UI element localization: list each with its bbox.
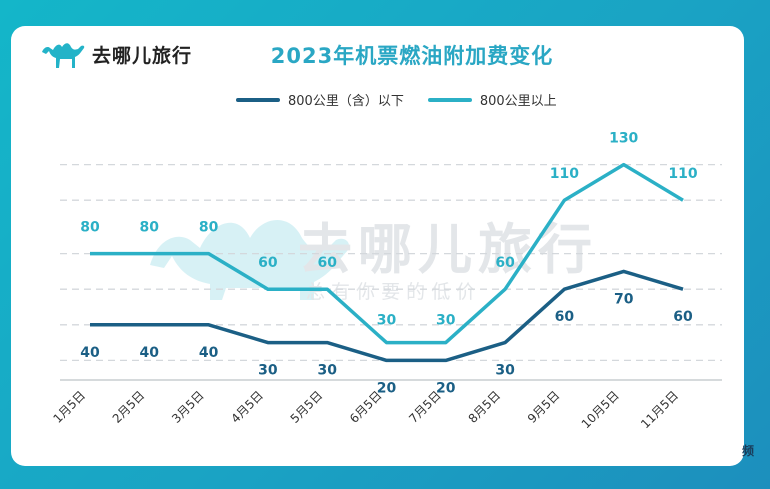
- data-label-series-2-6: 30: [377, 313, 397, 329]
- corner-text: 频: [742, 444, 755, 458]
- data-label-series-1-1: 40: [80, 345, 100, 361]
- x-tick-label-2: 2月5日: [110, 388, 148, 426]
- x-tick-label-7: 7月5日: [406, 388, 444, 426]
- data-label-series-1-11: 60: [673, 309, 693, 325]
- legend-swatch-series-1: [236, 97, 280, 102]
- data-label-series-1-9: 60: [555, 309, 575, 325]
- data-label-series-1-10: 70: [614, 291, 634, 307]
- x-tick-label-8: 8月5日: [466, 388, 504, 426]
- camel-icon: [42, 43, 85, 68]
- data-label-series-2-11: 110: [668, 166, 697, 182]
- legend-label-series-1: 800公里（含）以下: [288, 94, 404, 109]
- x-tick-label-10: 10月5日: [579, 388, 622, 431]
- data-label-series-2-7: 30: [436, 313, 456, 329]
- brand-name: 去哪儿旅行: [92, 44, 193, 67]
- data-label-series-1-7: 20: [436, 380, 456, 396]
- watermark-name: 去哪儿旅行: [298, 218, 598, 281]
- legend-label-series-2: 800公里以上: [479, 94, 557, 109]
- data-label-series-2-5: 60: [317, 255, 337, 271]
- data-label-series-1-8: 30: [495, 363, 515, 379]
- watermark-camel-icon: [150, 219, 350, 300]
- watermark: 去哪儿旅行 总 有 你 要 的 低 价: [150, 218, 598, 303]
- chart-title: 2023年机票燃油附加费变化: [270, 44, 554, 68]
- chart-legend: 800公里（含）以下 800公里以上: [236, 90, 557, 109]
- x-tick-label-1: 1月5日: [50, 388, 88, 426]
- x-tick-label-5: 5月5日: [288, 388, 326, 426]
- data-label-series-1-3: 40: [199, 345, 219, 361]
- data-label-series-2-2: 80: [140, 220, 160, 236]
- data-label-series-1-6: 20: [377, 380, 397, 396]
- data-label-series-2-10: 130: [609, 131, 638, 147]
- x-tick-label-6: 6月5日: [347, 388, 385, 426]
- legend-swatch-series-2: [427, 97, 472, 102]
- legend-item-series-2: 800公里以上: [427, 90, 557, 109]
- legend-item-series-1: 800公里（含）以下: [236, 90, 404, 109]
- chart-card: [11, 26, 744, 466]
- data-label-series-2-9: 110: [550, 166, 579, 182]
- x-tick-label-3: 3月5日: [169, 388, 207, 426]
- data-label-series-2-3: 80: [199, 220, 219, 236]
- data-label-series-2-4: 60: [258, 255, 278, 271]
- watermark-slogan: 总 有 你 要 的 低 价: [306, 281, 475, 303]
- data-label-series-1-5: 30: [317, 363, 337, 379]
- data-label-series-1-4: 30: [258, 363, 278, 379]
- x-tick-label-4: 4月5日: [228, 388, 266, 426]
- data-label-series-2-8: 60: [495, 255, 515, 271]
- x-tick-label-9: 9月5日: [525, 388, 563, 426]
- data-label-series-2-1: 80: [80, 220, 100, 236]
- x-tick-label-11: 11月5日: [638, 388, 681, 431]
- brand-logo: 去哪儿旅行: [40, 38, 192, 70]
- data-label-series-1-2: 40: [140, 345, 160, 361]
